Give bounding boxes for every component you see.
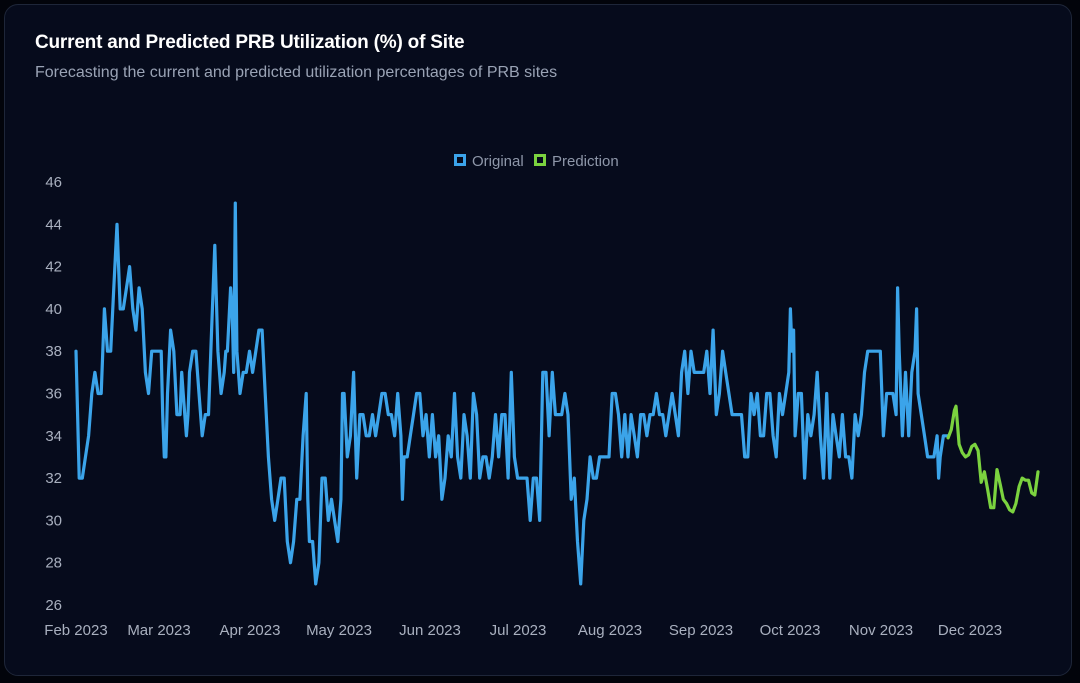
y-tick-label: 40 <box>45 301 62 318</box>
chart-card <box>4 4 1072 676</box>
x-tick-label: Dec 2023 <box>938 622 1002 639</box>
y-tick-label: 42 <box>45 259 62 276</box>
x-tick-label: Feb 2023 <box>44 622 107 639</box>
x-axis: Feb 2023 Mar 2023 Apr 2023 May 2023 Jun 2023… <box>44 622 1002 639</box>
x-tick-label: Jun 2023 <box>399 622 461 639</box>
x-tick-label: Mar 2023 <box>127 622 190 639</box>
y-tick-label: 28 <box>45 555 62 572</box>
x-tick-label: Apr 2023 <box>220 622 281 639</box>
legend-swatch-original[interactable] <box>454 154 466 166</box>
y-tick-label: 34 <box>45 428 62 445</box>
chart-title: Current and Predicted PRB Utilization (%… <box>35 32 465 53</box>
y-tick-label: 46 <box>45 174 62 191</box>
x-tick-label: May 2023 <box>306 622 372 639</box>
legend-label-original[interactable]: Original <box>472 153 524 170</box>
legend-label-prediction[interactable]: Prediction <box>552 153 619 170</box>
y-tick-label: 32 <box>45 470 62 487</box>
chart-subtitle: Forecasting the current and predicted ut… <box>35 64 558 81</box>
y-axis: 26 28 30 32 34 36 38 40 42 44 46 <box>45 174 62 614</box>
y-tick-label: 44 <box>45 216 62 233</box>
series-line-original[interactable] <box>74 201 950 586</box>
x-tick-label: Oct 2023 <box>760 622 821 639</box>
x-tick-label: Aug 2023 <box>578 622 642 639</box>
legend-swatch-prediction[interactable] <box>534 154 546 166</box>
y-tick-label: 30 <box>45 512 62 529</box>
plot-area <box>74 201 1040 586</box>
y-tick-label: 38 <box>45 343 62 360</box>
x-tick-label: Nov 2023 <box>849 622 913 639</box>
x-tick-label: Jul 2023 <box>490 622 547 639</box>
legend: Original Prediction <box>454 153 619 170</box>
series-line-prediction[interactable] <box>946 404 1040 514</box>
y-tick-label: 36 <box>45 386 62 403</box>
y-tick-label: 26 <box>45 597 62 614</box>
x-tick-label: Sep 2023 <box>669 622 733 639</box>
